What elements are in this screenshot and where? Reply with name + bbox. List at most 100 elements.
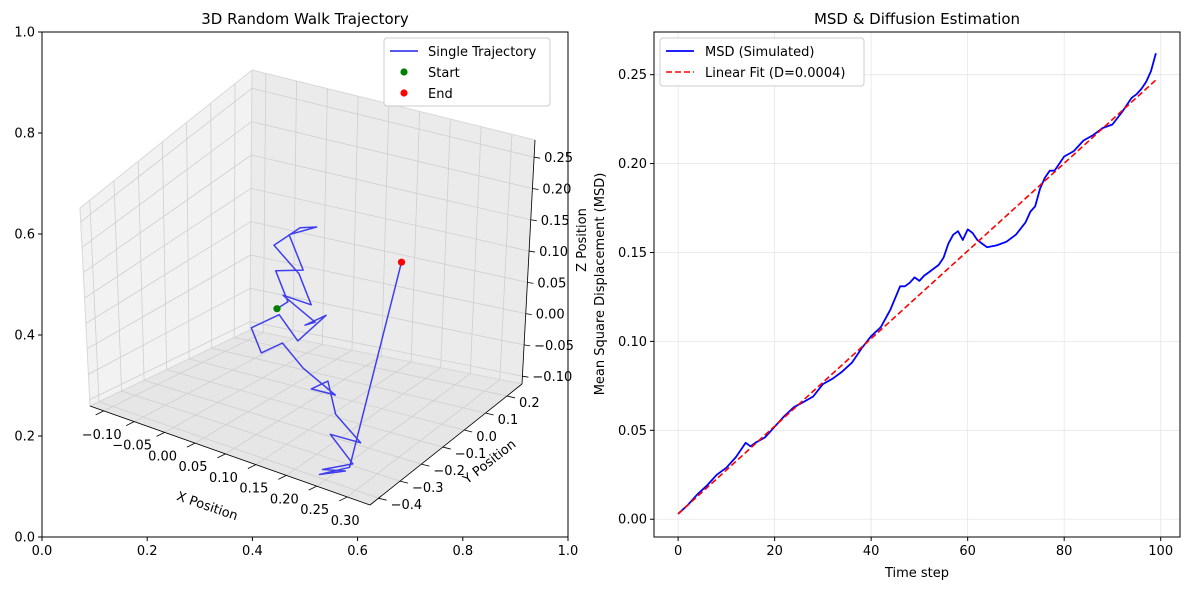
x-tick-label: 0.00 <box>148 449 177 464</box>
z-gridline-side <box>84 187 252 299</box>
outer-y-tick-label: 0.4 <box>14 329 35 344</box>
y-tick-label: −0.2 <box>433 464 465 479</box>
x-tick <box>278 475 287 480</box>
x-tick-label: 80 <box>1056 544 1073 559</box>
y-axis-label: Mean Square Displacement (MSD) <box>593 173 608 396</box>
y-tick <box>464 429 473 433</box>
end-marker <box>397 258 406 266</box>
outer-x-tick-label: 1.0 <box>558 544 579 559</box>
outer-y-tick-label: 0.6 <box>14 228 35 243</box>
x-tick-label: −0.10 <box>82 428 122 443</box>
z-tick-label: 0.15 <box>541 214 570 229</box>
legend-box <box>659 37 865 87</box>
x-tick-label: 100 <box>1148 544 1173 559</box>
z-tick-label: 0.25 <box>544 151 573 166</box>
z-gridline <box>250 254 526 315</box>
z-tick-label: −0.10 <box>532 370 572 385</box>
x-axis-label: Time step <box>884 566 949 581</box>
outer-x-tick-label: 0.8 <box>452 544 473 559</box>
legend-dot-end <box>400 89 408 97</box>
y-gridline <box>211 347 486 414</box>
y-tick-label: 0.05 <box>618 424 647 439</box>
outer-y-tick-label: 1.0 <box>14 26 35 41</box>
y-gridline <box>166 369 443 448</box>
x-gridline-back <box>440 119 451 368</box>
msd-tick-labels: 0 20 40 60 80 100 0.00 0.05 0.10 0.15 0.20 0.25 <box>618 68 1173 559</box>
chart-title: MSD & Diffusion Estimation <box>814 10 1020 28</box>
x-gridline-back <box>410 111 421 363</box>
x-gridline <box>103 332 264 412</box>
x-tick-label: −0.05 <box>112 439 152 454</box>
y-tick-label: −0.4 <box>391 498 423 513</box>
x-gridline-back <box>469 126 482 374</box>
y-tick-label: 0.25 <box>618 68 647 83</box>
z-axis-label: Z Position <box>575 208 590 272</box>
z-gridline-side <box>85 221 252 324</box>
z-tick-label: 0.00 <box>536 308 565 323</box>
legend-label-fit: Linear Fit (D=0.0004) <box>705 66 845 81</box>
msd-simulated-line <box>677 53 1157 515</box>
y-tick-label: 0.00 <box>618 513 647 528</box>
plot-frame <box>653 31 1181 538</box>
legend: MSD (Simulated) Linear Fit (D=0.0004) <box>659 37 865 87</box>
chart-title: 3D Random Walk Trajectory <box>201 10 409 28</box>
legend: Single Trajectory Start End <box>383 37 551 107</box>
y-axis-line <box>369 383 523 506</box>
outer-x-tick-label: 0.2 <box>137 544 158 559</box>
y-tick <box>378 497 387 501</box>
z-gridline-side <box>86 254 251 350</box>
z-gridline <box>251 154 531 221</box>
z-gridline-side <box>88 287 251 375</box>
legend-dot-start <box>400 68 408 76</box>
y-gridline <box>121 390 401 482</box>
x-axis-label: X Position <box>175 489 240 524</box>
z-gridline <box>251 87 535 158</box>
z-tick <box>530 219 537 222</box>
legend-label-start: Start <box>428 66 460 81</box>
x-tick-label: 0.30 <box>331 514 360 529</box>
z-gridline-side <box>83 154 252 274</box>
x-tick <box>217 453 226 459</box>
x-gridline <box>194 349 353 444</box>
x-gridline-back <box>262 73 267 333</box>
x-tick-label: 0.10 <box>209 471 238 486</box>
y-tick <box>506 395 516 399</box>
outer-axes-ticks: 0.0 0.2 0.4 0.6 0.8 1.0 0.0 0.2 0.4 0.6 0.8 1.0 <box>14 26 578 560</box>
x-tick <box>308 485 317 491</box>
x-gridline-back <box>322 88 328 345</box>
z-tick <box>525 313 532 316</box>
x-tick-label: 0.15 <box>239 482 268 497</box>
outer-x-tick-label: 0.0 <box>32 544 53 559</box>
y-gridline <box>98 401 379 499</box>
z-axis-line <box>521 139 536 385</box>
y-tick-label: 0.20 <box>618 157 647 172</box>
y-gridline-side <box>186 122 190 359</box>
x-tick <box>156 432 165 437</box>
legend-box <box>383 37 551 107</box>
x-gridline-back <box>292 81 298 339</box>
trajectory-line <box>250 226 403 476</box>
y-gridline-side <box>233 83 236 338</box>
x-tick <box>95 410 104 416</box>
x-gridline <box>255 361 412 465</box>
x-tick-label: 40 <box>863 544 880 559</box>
y-gridline <box>189 358 465 431</box>
x-tick <box>247 464 257 470</box>
z-tick <box>527 281 534 284</box>
x-tick <box>338 496 348 502</box>
y-tick <box>399 480 409 484</box>
z-tick <box>529 250 536 253</box>
z-gridline <box>251 187 530 252</box>
x-tick <box>186 442 196 448</box>
x-tick-label: 0 <box>674 544 682 559</box>
outer-y-tick-label: 0.0 <box>14 531 35 546</box>
outer-axes-frame <box>41 31 569 538</box>
z-tick <box>534 156 541 159</box>
y-tick-label: 0.10 <box>618 335 647 350</box>
x-tick-label: 60 <box>959 544 976 559</box>
x-gridline-back <box>381 103 390 357</box>
z-gridline <box>249 321 523 377</box>
z-gridline-side <box>81 121 252 248</box>
y-gridline-side <box>161 141 168 370</box>
z-tick-label: 0.05 <box>537 276 566 291</box>
